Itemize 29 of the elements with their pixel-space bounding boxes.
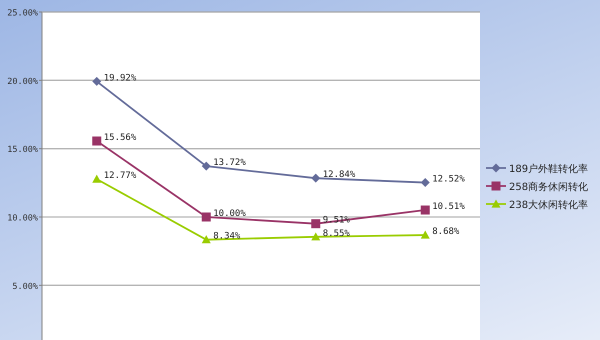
point bbox=[420, 178, 430, 188]
point bbox=[420, 230, 430, 239]
data-label: 15.56% bbox=[104, 133, 137, 144]
data-label: 19.92% bbox=[104, 73, 137, 84]
point bbox=[92, 174, 102, 183]
point bbox=[92, 136, 102, 146]
point bbox=[311, 174, 320, 183]
point bbox=[202, 235, 211, 244]
legend-label: 258商务休闲转化 bbox=[509, 181, 588, 193]
point bbox=[202, 162, 211, 171]
data-label: 12.84% bbox=[322, 170, 356, 180]
data-label: 12.77% bbox=[104, 171, 137, 182]
point bbox=[311, 219, 320, 228]
y-tick-label: 5.00% bbox=[12, 282, 38, 292]
point bbox=[92, 76, 102, 86]
point bbox=[420, 206, 430, 215]
y-tick-label: 25.00% bbox=[7, 8, 38, 18]
point bbox=[202, 212, 211, 222]
data-label: 8.68% bbox=[432, 227, 460, 238]
legend-label: 238大休闲转化率 bbox=[509, 199, 588, 211]
legend-label: 189户外鞋转化率 bbox=[509, 163, 588, 175]
point bbox=[311, 232, 320, 240]
data-label: 10.51% bbox=[432, 202, 466, 212]
data-label: 12.52% bbox=[432, 174, 466, 185]
y-tick-label: 15.00% bbox=[7, 145, 38, 156]
y-tick-label: 20.00% bbox=[7, 76, 38, 87]
data-label: 10.00% bbox=[213, 209, 246, 219]
y-tick-label: 10.00% bbox=[7, 214, 38, 224]
data-label: 13.72% bbox=[213, 158, 246, 168]
